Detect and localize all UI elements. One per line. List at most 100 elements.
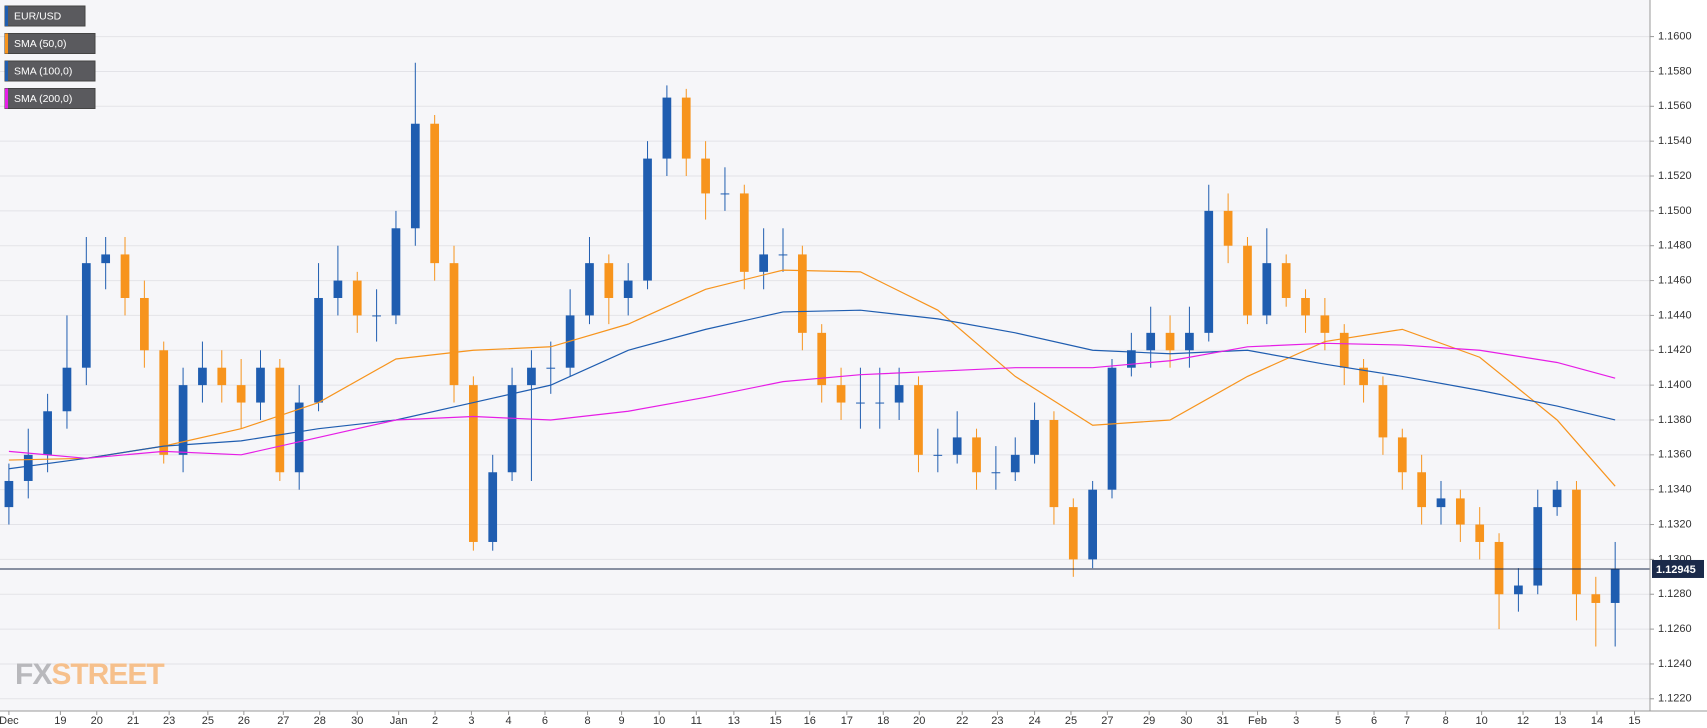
candle-body [1030,419,1039,455]
legend-label: SMA (100,0) [14,65,72,77]
x-tick-label: 17 [841,715,853,727]
candle-body [275,367,285,473]
watermark-street: STREET [51,658,164,691]
candle-body [1010,454,1020,473]
x-tick-label: Feb [1248,715,1267,727]
candle-body [43,411,52,455]
candle-body [469,385,478,542]
candle-body [894,385,904,403]
sma-line [8,342,1616,459]
y-tick-label: 1.1460 [1658,274,1692,286]
y-tick-label: 1.1240 [1658,658,1692,670]
x-tick-label: 14 [1591,715,1603,727]
x-tick-label: 18 [877,715,889,727]
candle-body [1397,437,1407,473]
x-tick-label: 12 [1517,715,1529,727]
candle-body [81,263,91,368]
y-tick-label: 1.1260 [1658,623,1692,635]
x-tick-label: 5 [1335,715,1341,727]
x-tick-label: 25 [1065,715,1077,727]
candle-body [546,367,556,369]
x-tick-label: 29 [1143,715,1155,727]
candle-body [778,254,788,256]
candle-body [1301,297,1310,316]
candle-body [875,402,885,404]
candle-body [1533,507,1543,586]
x-tick-label: 28 [314,715,326,727]
x-tick-label: 25 [202,715,214,727]
y-tick-label: 1.1580 [1658,65,1692,77]
candle-body [739,193,749,272]
candle-body [933,454,943,456]
candle-body [643,158,652,281]
x-tick-label: 26 [238,715,250,727]
candle-body [314,297,323,403]
y-tick-label: 1.1220 [1658,693,1692,705]
candle-body [1475,524,1485,542]
x-tick-label: 13 [1554,715,1566,727]
y-tick-label: 1.1480 [1658,240,1692,252]
y-tick-label: 1.1320 [1658,518,1692,530]
candle-body [410,123,420,229]
x-tick-label: 4 [506,715,512,727]
y-tick-label: 1.1520 [1658,170,1692,182]
candle-body [1417,472,1426,508]
candle-body [1281,263,1291,298]
y-tick-label: 1.1380 [1658,414,1692,426]
candle-body [1610,568,1620,603]
candle-body [1339,332,1349,368]
y-tick-label: 1.1560 [1658,100,1692,112]
x-tick-label: Jan [390,715,408,727]
x-tick-label: 23 [163,715,175,727]
x-tick-label: 6 [1371,715,1377,727]
candle-body [178,385,188,455]
y-tick-label: 1.1360 [1658,449,1692,461]
x-tick-label: 16 [804,715,816,727]
candle-body [198,367,207,386]
x-tick-label: 11 [691,715,702,727]
candle-body [1204,210,1214,333]
candle-body [1262,263,1272,316]
x-tick-label: 24 [1028,715,1040,727]
candle-body [527,367,536,386]
x-tick-label: 27 [277,715,289,727]
candle-body [1088,489,1098,560]
x-tick-label: 9 [619,715,625,727]
candle-body [817,332,827,386]
x-tick-label: 20 [913,715,925,727]
candle-body [972,437,981,473]
candle-body [1126,350,1136,368]
x-tick-label: 15 [1628,715,1640,727]
candle-body [449,263,459,386]
candle-body [1436,498,1446,508]
candle-body [759,254,769,272]
x-tick-label: 13 [728,715,740,727]
x-tick-label: 10 [1476,715,1488,727]
legend-label: SMA (200,0) [14,93,72,105]
candle-body [585,263,594,316]
candle-body [352,280,362,316]
y-tick-label: 1.1600 [1658,31,1692,43]
sma-line [8,309,1616,470]
x-tick-label: 27 [1101,715,1113,727]
candle-body [1243,245,1252,316]
candle-body [1359,367,1368,386]
candle-body [991,472,1001,474]
x-tick-label: 19 [54,715,66,727]
candle-body [604,263,614,298]
candle-body [1107,367,1117,490]
legend-swatch [5,6,8,26]
watermark-fx: FX [15,658,52,691]
candle-body [120,254,130,298]
candle-body [623,280,633,298]
x-tick-label: 3 [1293,715,1299,727]
candle-body [101,254,111,264]
x-tick-label: 10 [653,715,665,727]
marks [0,62,1650,647]
x-tick-label: 30 [351,715,363,727]
sma-line [8,269,1616,487]
y-tick-label: 1.1420 [1658,344,1692,356]
candle-body [217,367,227,386]
current-price-label: 1.12945 [1656,564,1696,576]
